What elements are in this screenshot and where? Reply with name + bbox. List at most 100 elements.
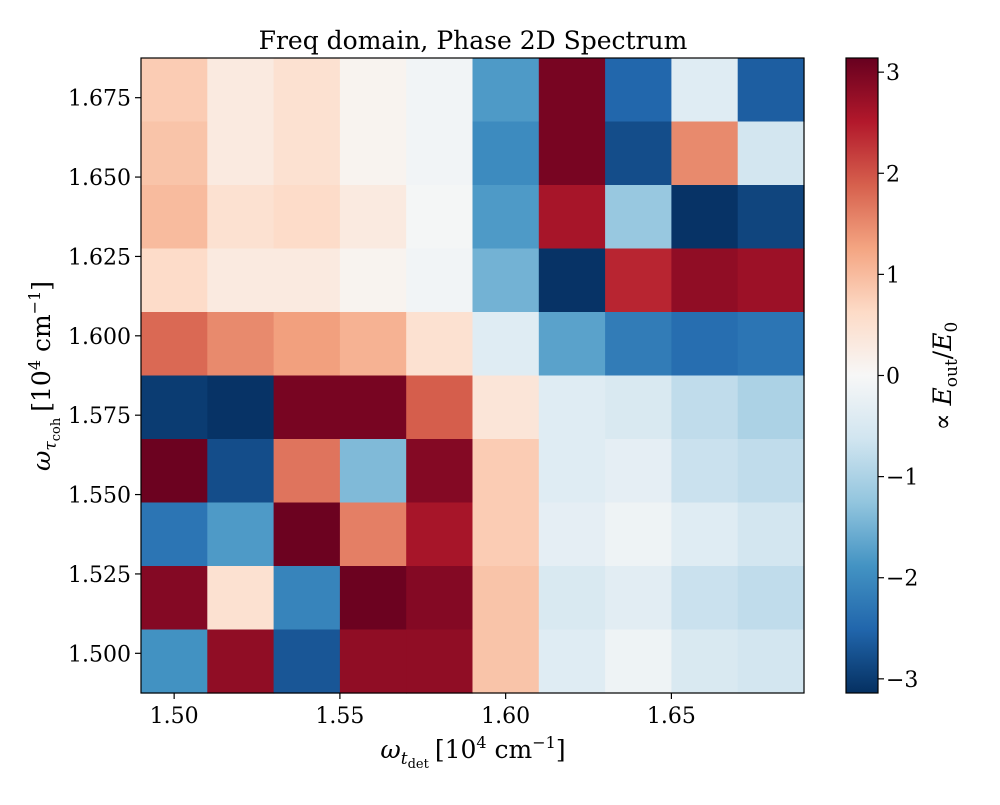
y-tick-label: 1.550 (68, 484, 131, 509)
heatmap-cell (538, 248, 606, 313)
heatmap-cell (472, 502, 540, 567)
x-tick-label: 1.60 (481, 704, 530, 729)
heatmap-cell (605, 121, 672, 186)
heatmap-cell (141, 439, 208, 504)
heatmap-cell (737, 312, 805, 377)
y-tick-label: 1.625 (68, 245, 131, 270)
heatmap-cell (207, 502, 275, 567)
x-axis-ticks: 1.50 1.55 1.60 1.65 (150, 693, 696, 729)
colorbar-tick-label: −1 (886, 466, 918, 491)
heatmap-cell (207, 375, 275, 440)
heatmap-cell (605, 248, 672, 313)
heatmap-cell (273, 121, 341, 186)
heatmap-cell (472, 375, 540, 440)
heatmap-cell (339, 248, 407, 313)
heatmap-cell (339, 58, 407, 123)
heatmap-cell (141, 248, 208, 313)
heatmap-cell (671, 566, 739, 631)
heatmap-cell (605, 566, 672, 631)
heatmap-cell (737, 439, 805, 504)
heatmap-cell (141, 121, 208, 186)
heatmap-cell (538, 566, 606, 631)
heatmap-cell (339, 121, 407, 186)
heatmap-cell (538, 502, 606, 567)
colorbar-tick-label: 3 (886, 61, 900, 86)
heatmap-cell (406, 312, 474, 377)
heatmap-cell (538, 58, 606, 123)
heatmap-cell (671, 58, 739, 123)
heatmap-cell (406, 58, 474, 123)
heatmap-cell (141, 629, 208, 694)
heatmap-cell (207, 185, 275, 250)
heatmap-cell (472, 566, 540, 631)
x-tick-label: 1.55 (315, 704, 364, 729)
colorbar-ticks: 3 2 1 0 −1 −2 −3 (878, 61, 918, 693)
y-axis-label: ωτcoh[104 cm−1] (25, 281, 64, 471)
colorbar-tick-label: −2 (886, 567, 918, 592)
heatmap-cell (671, 375, 739, 440)
heatmap-cell (605, 629, 672, 694)
heatmap-cell (406, 439, 474, 504)
heatmap-cell (207, 121, 275, 186)
heatmap-cell (605, 185, 672, 250)
heatmap-cell (141, 375, 208, 440)
heatmap-cell (671, 439, 739, 504)
heatmap-cell (141, 185, 208, 250)
heatmap-cell (472, 121, 540, 186)
heatmap-cell (406, 248, 474, 313)
colorbar (845, 57, 879, 694)
heatmap-cell (605, 439, 672, 504)
plot-frame (140, 57, 805, 694)
heatmap-cell (472, 58, 540, 123)
heatmap-cell (207, 58, 275, 123)
heatmap-cell (472, 629, 540, 694)
heatmap-cell (339, 439, 407, 504)
heatmap-cell (207, 248, 275, 313)
heatmap-cell (406, 629, 474, 694)
y-tick-label: 1.650 (68, 166, 131, 191)
heatmap-cell (339, 629, 407, 694)
heatmap-cell (671, 121, 739, 186)
heatmap-cell (472, 312, 540, 377)
y-tick-label: 1.600 (68, 325, 131, 350)
colorbar-tick-label: 1 (886, 263, 900, 288)
heatmap-cell (538, 312, 606, 377)
x-axis-label: ωtdet[104 cm−1] (380, 733, 565, 772)
heatmap-cell (273, 566, 341, 631)
y-tick-label: 1.575 (68, 404, 131, 429)
heatmap-cell (207, 629, 275, 694)
heatmap-cell (671, 312, 739, 377)
heatmap-cell (605, 502, 672, 567)
heatmap-cell (671, 629, 739, 694)
heatmap-cell (538, 121, 606, 186)
heatmap-cell (671, 185, 739, 250)
heatmap-cell (273, 629, 341, 694)
y-axis-ticks: 1.500 1.525 1.550 1.575 1.600 1.625 1.650 1.675 (68, 87, 141, 667)
heatmap-cell (737, 629, 805, 694)
heatmap-cell (339, 566, 407, 631)
colorbar-tick-label: −3 (886, 668, 918, 693)
heatmap-cell (207, 439, 275, 504)
heatmap-cell (737, 121, 805, 186)
heatmap-cell (273, 312, 341, 377)
heatmap-cell (671, 248, 739, 313)
heatmap-cell (141, 502, 208, 567)
x-tick-label: 1.65 (647, 704, 696, 729)
heatmap-cell (339, 312, 407, 377)
heatmap-cell (737, 566, 805, 631)
heatmap-cell (737, 502, 805, 567)
heatmap-cell (538, 629, 606, 694)
heatmap-cell (737, 248, 805, 313)
heatmap-cell (273, 58, 341, 123)
colorbar-tick-label: 2 (886, 162, 900, 187)
heatmap-cell (538, 375, 606, 440)
heatmap-cell (605, 312, 672, 377)
heatmap-cell (406, 566, 474, 631)
heatmap-cell (737, 185, 805, 250)
heatmap-cell (406, 121, 474, 186)
heatmap-cell (671, 502, 739, 567)
y-tick-label: 1.500 (68, 642, 131, 667)
heatmap-cell (737, 58, 805, 123)
heatmap-cell (273, 375, 341, 440)
